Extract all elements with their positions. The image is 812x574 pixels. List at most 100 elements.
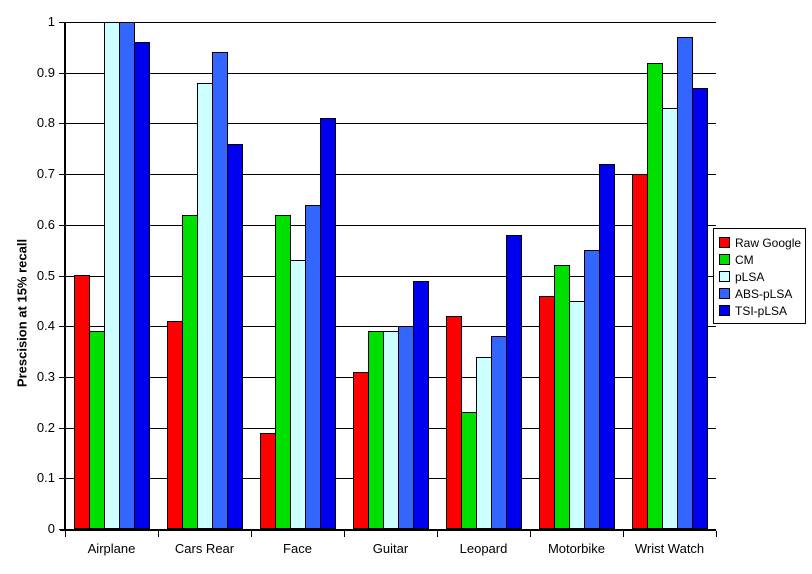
bar-wrist-watch-tsi-plsa <box>692 88 708 529</box>
bar-airplane-plsa <box>104 22 120 529</box>
legend-item-cm: CM <box>719 251 801 268</box>
legend-item-plsa: pLSA <box>719 268 801 285</box>
y-axis-tick <box>59 377 65 378</box>
legend-swatch-icon <box>719 288 730 299</box>
bar-airplane-raw-google <box>74 275 90 529</box>
bar-face-raw-google <box>260 433 276 529</box>
bar-cars-rear-raw-google <box>167 321 183 529</box>
x-axis-tick <box>158 531 159 537</box>
bar-airplane-abs-plsa <box>119 22 135 529</box>
y-axis-tick <box>59 73 65 74</box>
x-axis-category-label: Airplane <box>87 541 136 556</box>
gridline <box>65 123 716 124</box>
bar-cars-rear-cm <box>182 215 198 529</box>
x-axis-tick <box>65 531 66 537</box>
gridline <box>65 22 716 23</box>
bar-cars-rear-tsi-plsa <box>227 144 243 529</box>
gridline <box>65 73 716 74</box>
legend-label: Raw Google <box>735 235 802 250</box>
plot-area <box>65 22 716 529</box>
legend-label: ABS-pLSA <box>735 286 793 301</box>
x-axis-category-label: Motorbike <box>547 541 606 556</box>
x-axis-category-label: Face <box>283 541 312 556</box>
bar-leopard-tsi-plsa <box>506 235 522 529</box>
gridline <box>65 276 716 277</box>
x-axis-tick <box>716 531 717 537</box>
y-axis-tick-label: 0.1 <box>36 470 55 485</box>
y-axis-tick <box>59 529 65 530</box>
y-axis-tick-label: 1 <box>47 14 55 29</box>
legend-swatch-icon <box>719 237 730 248</box>
bar-guitar-plsa <box>383 331 399 529</box>
bar-airplane-cm <box>89 331 105 529</box>
y-axis-tick <box>59 225 65 226</box>
bar-face-plsa <box>290 260 306 529</box>
bar-wrist-watch-abs-plsa <box>677 37 693 529</box>
bar-motorbike-tsi-plsa <box>599 164 615 529</box>
y-axis-tick <box>59 22 65 23</box>
bar-face-tsi-plsa <box>320 118 336 529</box>
bar-airplane-tsi-plsa <box>134 42 150 529</box>
x-axis-tick <box>437 531 438 537</box>
x-axis-tick <box>623 531 624 537</box>
x-axis-category-label: Guitar <box>372 541 409 556</box>
x-axis-tick <box>344 531 345 537</box>
legend-label: CM <box>735 252 754 267</box>
y-axis-tick-label: 0.8 <box>36 115 55 130</box>
bar-cars-rear-plsa <box>197 83 213 529</box>
bar-guitar-abs-plsa <box>398 326 414 529</box>
legend-item-raw-google: Raw Google <box>719 234 801 251</box>
legend-swatch-icon <box>719 305 730 316</box>
legend-label: TSI-pLSA <box>735 303 788 318</box>
y-axis-tick-label: 0.7 <box>36 166 55 181</box>
bar-face-cm <box>275 215 291 529</box>
legend: Raw Google CM pLSA ABS-pLSA TSI-pLSA <box>713 228 806 324</box>
x-axis-category-label: Wrist Watch <box>634 541 705 556</box>
bar-wrist-watch-plsa <box>662 108 678 529</box>
x-axis-tick <box>530 531 531 537</box>
legend-label: pLSA <box>735 269 765 284</box>
gridline <box>65 174 716 175</box>
legend-item-tsi-plsa: TSI-pLSA <box>719 302 801 319</box>
y-axis-tick-label: 0 <box>47 521 55 536</box>
bar-wrist-watch-cm <box>647 63 663 529</box>
y-axis-tick-label: 0.9 <box>36 65 55 80</box>
bar-leopard-plsa <box>476 357 492 529</box>
gridline <box>65 225 716 226</box>
y-axis-tick <box>59 428 65 429</box>
y-axis-tick-label: 0.5 <box>36 268 55 283</box>
bar-motorbike-plsa <box>569 301 585 529</box>
bar-motorbike-abs-plsa <box>584 250 600 529</box>
bar-wrist-watch-raw-google <box>632 174 648 529</box>
bar-leopard-cm <box>461 412 477 529</box>
legend-swatch-icon <box>719 271 730 282</box>
y-axis-tick-label: 0.4 <box>36 318 55 333</box>
bar-face-abs-plsa <box>305 205 321 529</box>
y-axis-tick <box>59 174 65 175</box>
bar-leopard-abs-plsa <box>491 336 507 529</box>
y-axis-tick <box>59 276 65 277</box>
legend-swatch-icon <box>719 254 730 265</box>
gridline <box>65 326 716 327</box>
y-axis-tick <box>59 478 65 479</box>
x-axis-tick <box>251 531 252 537</box>
bar-guitar-cm <box>368 331 384 529</box>
y-axis-tick-label: 0.2 <box>36 420 55 435</box>
bar-cars-rear-abs-plsa <box>212 52 228 529</box>
y-axis-title-text: Prescision at 15% recall <box>14 238 30 388</box>
legend-item-abs-plsa: ABS-pLSA <box>719 285 801 302</box>
bar-guitar-tsi-plsa <box>413 281 429 529</box>
bar-leopard-raw-google <box>446 316 462 529</box>
y-axis-tick <box>59 123 65 124</box>
y-axis-tick-label: 0.3 <box>36 369 55 384</box>
x-axis-category-label: Leopard <box>459 541 508 556</box>
x-axis-category-label: Cars Rear <box>174 541 235 556</box>
y-axis-tick <box>59 326 65 327</box>
y-axis-tick-label: 0.6 <box>36 217 55 232</box>
x-axis-line <box>60 529 716 531</box>
y-axis-line <box>64 22 66 531</box>
bar-motorbike-raw-google <box>539 296 555 529</box>
bar-guitar-raw-google <box>353 372 369 529</box>
bar-motorbike-cm <box>554 265 570 529</box>
